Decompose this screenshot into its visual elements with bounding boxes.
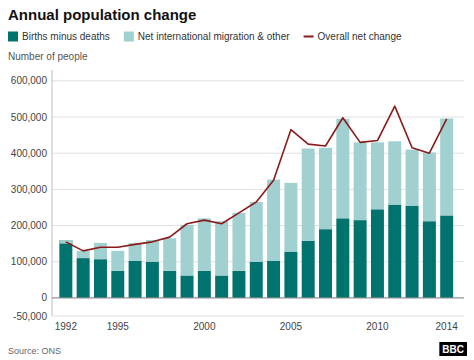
bar [423,221,436,298]
bar [232,213,245,271]
bar [267,180,280,261]
y-tick-label: 400,000 [11,148,48,159]
bar [302,241,315,298]
bar [267,261,280,298]
legend-item: Overall net change [304,31,402,42]
x-tick-label: 1992 [55,321,78,332]
x-ticks: 1992 1995 2000 2005 2010 2014 [55,321,459,332]
bar [198,218,211,270]
bar [59,240,72,298]
annotation: BBC [442,344,464,355]
y-tick-label: 500,000 [11,112,48,123]
marks [52,106,464,298]
bar [163,238,176,271]
logo: BBC [439,342,467,356]
bar [59,240,72,244]
legend-swatch [304,36,314,38]
y-tick-label: -50,000 [13,311,47,322]
bar [336,218,349,298]
y-tick-label: 0 [41,292,47,303]
grid-line [52,80,464,81]
y-axis-label: Number of people [8,51,88,62]
y-tick-label: 600,000 [11,75,48,86]
legend: Births minus deaths Net international mig… [8,31,402,42]
x-tick-label: 2000 [193,321,216,332]
bar [406,206,419,298]
bar [250,262,263,298]
x-tick-label: 1995 [107,321,130,332]
bar [215,275,228,297]
grid [52,81,464,316]
bar [440,215,453,297]
bar [423,152,436,221]
bar [232,271,245,298]
y-tick-label: 100,000 [11,256,48,267]
grid-line [52,297,464,298]
bar [371,209,384,298]
bar [440,118,453,215]
bar [94,259,107,298]
logo-box [439,342,467,356]
legend-item: Births minus deaths [8,31,110,42]
title: Annual population change [8,6,196,23]
legend-label: Births minus deaths [22,31,110,42]
bar [146,262,159,298]
bar [302,149,315,241]
bar [284,183,297,252]
grid-line [52,153,464,154]
bar [354,142,367,220]
legend-swatch [8,32,18,42]
y-axis-line [52,70,53,316]
y-tick-label: 200,000 [11,220,48,231]
grid-line [52,117,464,118]
line [66,106,447,251]
bar [371,142,384,209]
legend-label: Net international migration & other [138,31,290,42]
bar [388,141,401,204]
bar [388,205,401,298]
baseline [52,297,464,298]
bar [406,150,419,206]
bar [111,271,124,298]
grid-line [52,316,464,317]
bar [163,271,176,298]
legend-label: Overall net change [318,31,402,42]
bar [129,261,142,298]
x-tick-label: 2014 [436,321,459,332]
bar [198,271,211,298]
y-tick-label: 300,000 [11,184,48,195]
bar-series [59,118,453,275]
bar [284,252,297,298]
bar [250,202,263,262]
x-tick-label: 2010 [366,321,389,332]
bar [181,275,194,297]
grid-line [52,189,464,190]
bar [77,251,90,258]
bar [94,243,107,259]
bar [319,148,332,229]
bar [354,220,367,298]
bar [319,229,332,298]
y-ticks: -50,000 0 100,000 200,000 300,000 400,000 500,… [11,75,48,321]
legend-swatch [124,32,134,42]
chart: Annual population change Births minus dea… [0,0,474,360]
bar [215,221,228,275]
bar [336,119,349,218]
legend-item: Net international migration & other [124,31,290,42]
source: Source: ONS [8,346,61,356]
bar [77,258,90,298]
bar [111,251,124,271]
bar [181,225,194,276]
x-tick-label: 2005 [280,321,303,332]
